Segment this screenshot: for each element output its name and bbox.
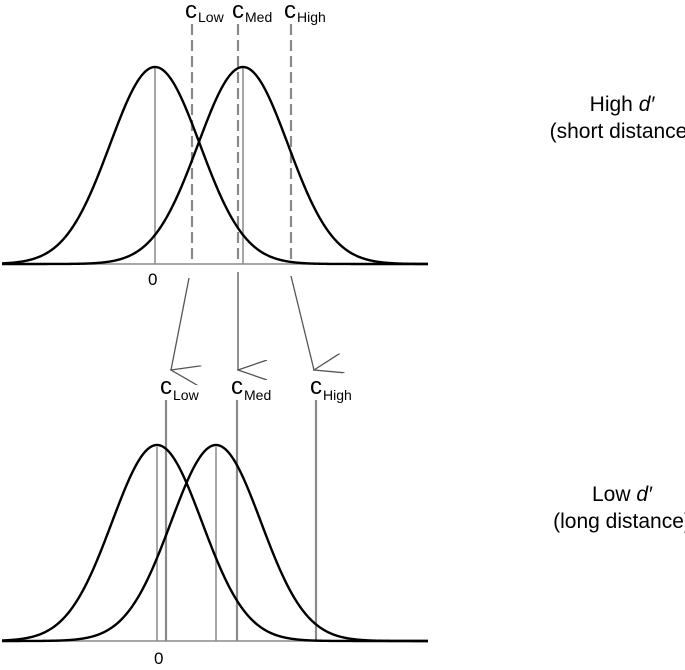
arrow-low	[171, 277, 189, 370]
top-noise-curve	[1, 65, 428, 266]
top-criterion-low-symbol: c	[185, 0, 197, 24]
bottom-noise-curve	[1, 443, 428, 643]
bottom-criterion-med-sub: Med	[244, 387, 271, 403]
bottom-criterion-low-sub: Low	[173, 387, 200, 403]
bottom-title-line1: Low d′	[592, 483, 653, 506]
bottom-criterion-low-symbol: c	[160, 373, 172, 400]
top-criterion-high-symbol: c	[284, 0, 296, 24]
top-criterion-med-sub: Med	[245, 9, 272, 25]
bottom-criterion-high-symbol: c	[310, 373, 322, 400]
bottom-criterion-med-symbol: c	[231, 373, 243, 400]
top-criterion-high-sub: High	[297, 9, 326, 25]
criterion-shift-arrows	[171, 272, 314, 370]
top-signal-curve	[2, 65, 429, 266]
bottom-title-line2: (long distance)	[553, 510, 685, 533]
top-criterion-low-sub: Low	[198, 9, 225, 25]
top-title-line1: High d′	[590, 93, 656, 116]
bottom-panel: 0 c Low c Med c High Low d′ (long distan…	[1, 373, 685, 668]
bottom-zero-label: 0	[154, 649, 163, 668]
top-title-line2: (short distance)	[550, 120, 685, 143]
bottom-signal-curve	[2, 443, 428, 643]
top-panel: 0 c Low c Med c High High d′ (short dist…	[1, 0, 685, 289]
top-zero-label: 0	[148, 270, 157, 289]
top-criterion-med-symbol: c	[232, 0, 244, 24]
bottom-criterion-high-sub: High	[323, 387, 352, 403]
arrow-high	[290, 275, 314, 370]
